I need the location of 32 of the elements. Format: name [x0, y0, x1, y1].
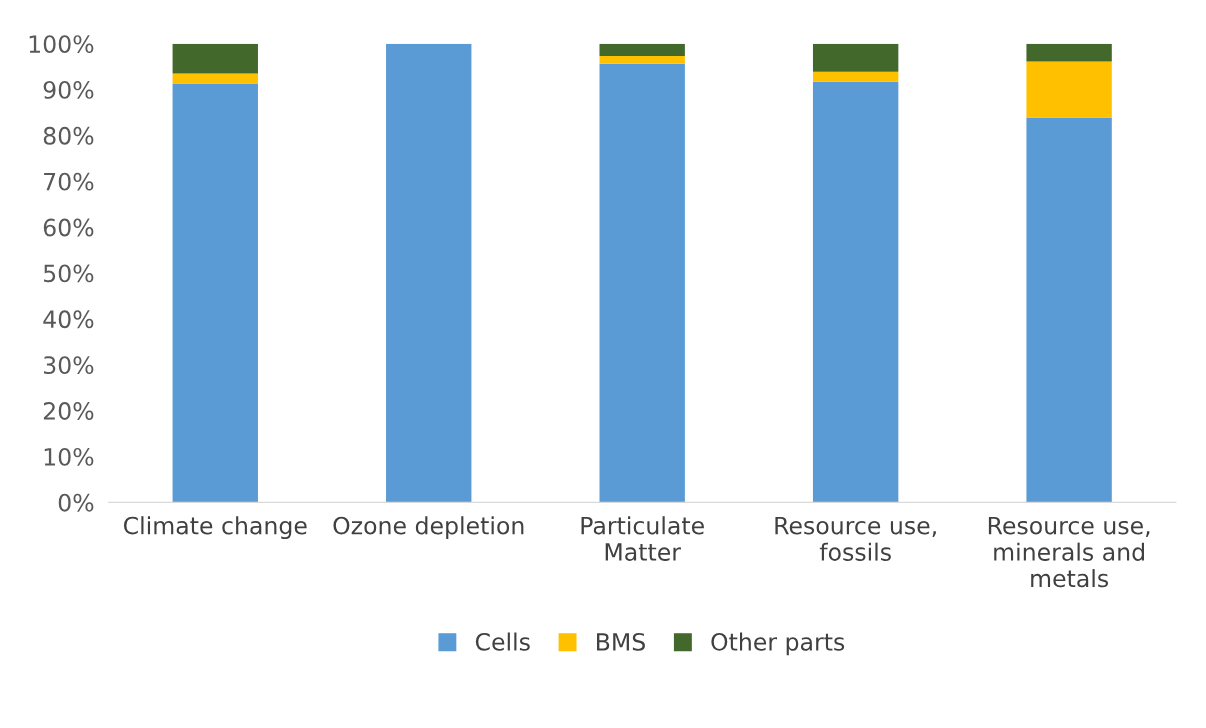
y-tick-label: 90%	[43, 80, 94, 99]
y-tick-label: 50%	[43, 264, 94, 283]
y-tick-label: 40%	[43, 310, 94, 329]
bar	[812, 81, 899, 503]
legend-label: BMS	[597, 632, 645, 651]
bar	[1026, 117, 1112, 503]
legend-label: Cells	[475, 632, 530, 651]
y-tick-label: 100%	[29, 35, 94, 53]
y-tick-label: 30%	[43, 356, 94, 375]
y-tick-label: 80%	[43, 126, 94, 145]
y-tick-label: 20%	[43, 402, 94, 420]
x-tick-label: Particulate Matter	[581, 516, 704, 561]
bar	[812, 43, 899, 72]
y-tick-label: 70%	[44, 172, 94, 191]
bar	[599, 63, 685, 503]
y-tick-label: 60%	[43, 218, 94, 237]
x-tick-label: Ozone depletion	[333, 516, 524, 540]
bar	[599, 43, 685, 57]
x-tick-label: Resource use, fossils	[775, 516, 936, 561]
bar	[599, 56, 685, 64]
y-tick-label: 0%	[58, 493, 94, 512]
x-tick-label: Resource use, minerals and metals	[988, 516, 1150, 588]
legend-label: Other parts	[711, 632, 845, 656]
bar	[172, 43, 258, 74]
bar	[1026, 43, 1112, 62]
y-tick-label: 10%	[44, 447, 94, 466]
bar	[812, 71, 899, 82]
bar	[386, 43, 472, 503]
x-tick-label: Climate change	[123, 516, 307, 540]
bar	[172, 73, 258, 84]
bar	[1026, 61, 1112, 118]
bar	[172, 83, 258, 503]
